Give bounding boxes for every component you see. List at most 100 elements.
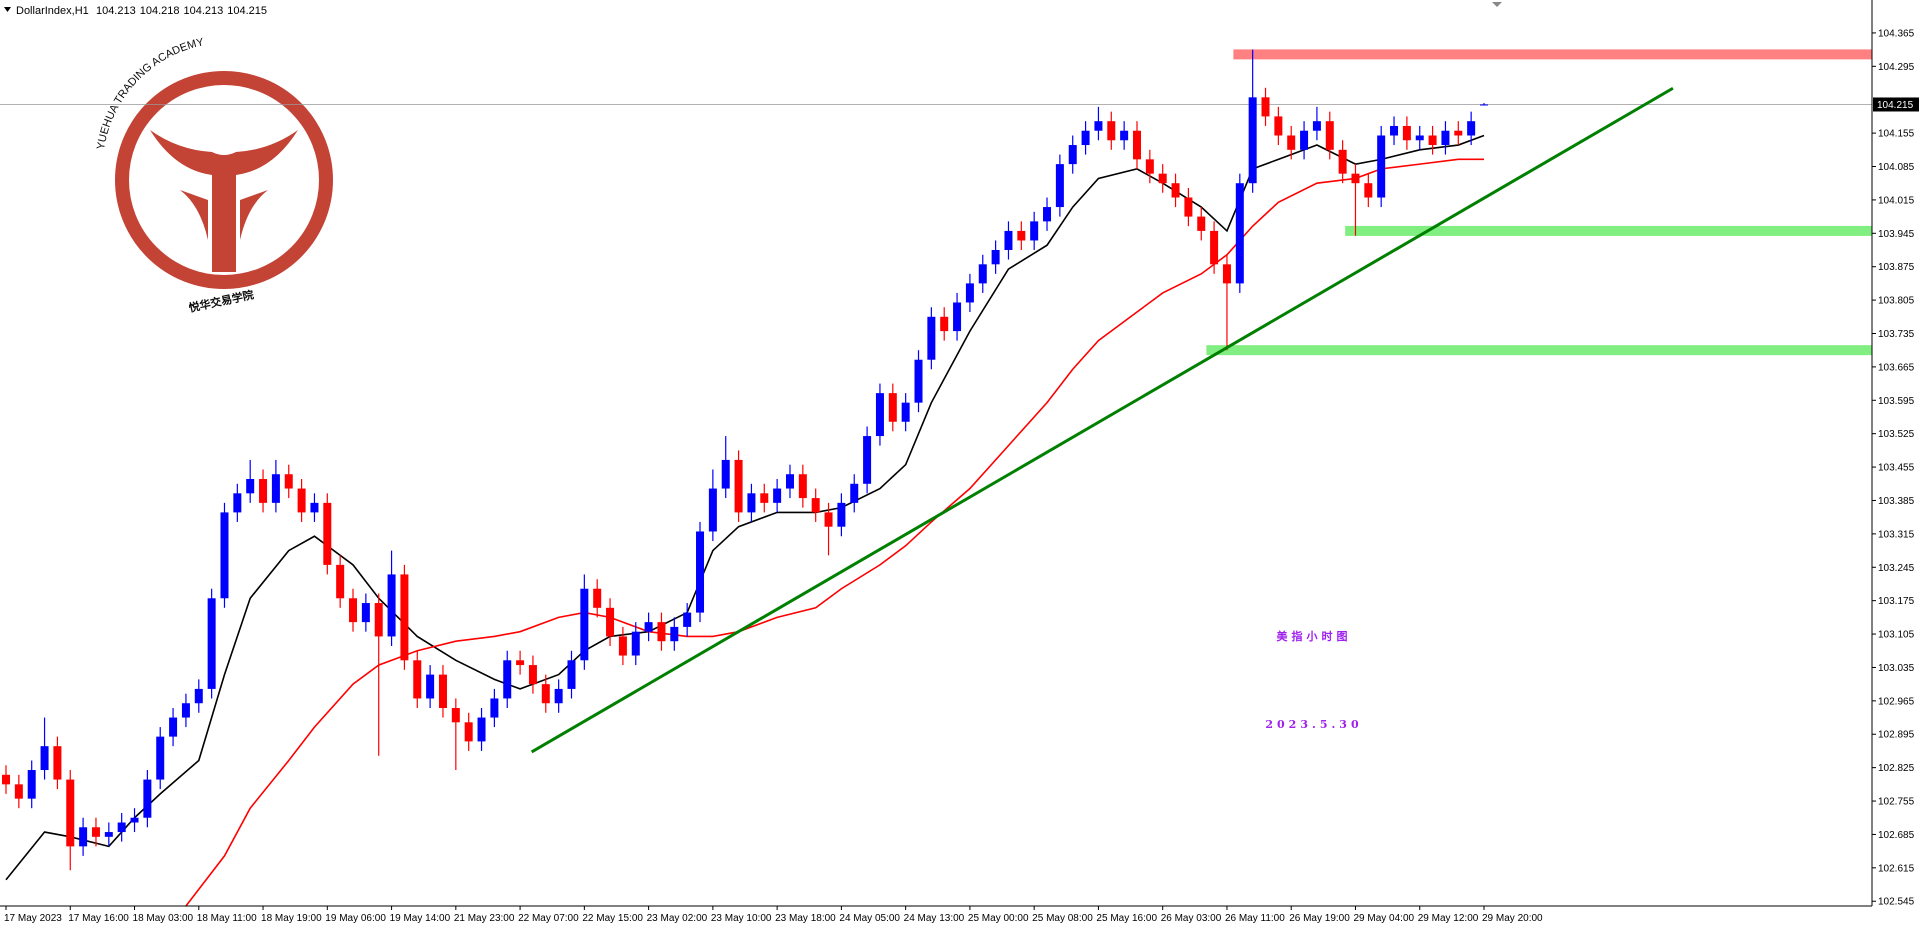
logo-mark [180,190,268,240]
candle-body [426,674,435,699]
candle-body [1441,130,1450,146]
candle-body [53,746,62,780]
candle-body [567,660,576,689]
candle-body [708,488,717,532]
candle-body [773,488,782,503]
x-tick-label: 25 May 16:00 [1096,913,1157,924]
y-tick-label: 104.295 [1878,62,1915,73]
candle-body [1338,149,1347,174]
close-value: 104.215 [227,5,267,17]
symbol: DollarIndex,H1 [16,5,89,17]
candle-body [1132,130,1141,160]
x-tick-label: 18 May 03:00 [133,913,194,924]
candle-body [593,588,602,608]
x-tick-label: 17 May 16:00 [68,913,129,924]
candle-body [349,598,358,623]
candle-body [336,564,345,599]
candle-body [1312,121,1321,131]
y-tick-label: 102.685 [1878,830,1915,841]
candle-body [503,660,512,699]
candle-body [361,603,370,623]
candle-body [721,459,730,489]
menu-arrow[interactable] [4,7,11,12]
candle-body [1145,159,1154,174]
candle-body [387,574,396,637]
level-zone [1345,225,1872,236]
candle-body [1120,130,1129,141]
candle-body [297,488,306,513]
candle-body [978,264,987,284]
candle-body [143,779,152,818]
candle-body [1094,121,1103,131]
candle-body [271,474,280,503]
moving-average [5,134,1485,881]
candle-body [374,603,383,637]
candle-body [207,598,216,689]
candle-body [220,512,229,599]
y-tick-label: 104.085 [1878,162,1915,173]
price-label: 104.215 [1877,100,1914,111]
candle-body [1261,97,1270,117]
x-tick-label: 18 May 19:00 [261,913,322,924]
annotation: 2023.5.30 [1265,718,1362,731]
x-tick-label: 22 May 15:00 [582,913,643,924]
x-tick-label: 26 May 11:00 [1225,913,1285,924]
candle-body [940,316,949,332]
y-tick-label: 104.015 [1878,195,1915,206]
candle-body [1377,135,1386,198]
candle-body [130,817,139,823]
candle-body [1274,116,1283,136]
candle-body [66,779,75,847]
header: DollarIndex,H1 104.213 104.218 104.213 104.2… [16,5,267,17]
candle-body [27,770,36,799]
candle-body [734,459,743,513]
y-tick-label: 103.315 [1878,529,1915,540]
x-tick-label: 24 May 05:00 [839,913,900,924]
candle-body [991,249,1000,265]
candle-body [14,784,23,799]
candle-body [246,479,255,494]
x-tick-label: 25 May 08:00 [1032,913,1093,924]
candle-body [1171,183,1180,198]
candle-body [747,493,756,513]
x-tick-label: 25 May 00:00 [968,913,1029,924]
candle-body [1364,183,1373,198]
candle-body [91,827,100,837]
candle-body [1068,145,1077,165]
candle-body [953,302,962,332]
candle-body [323,502,332,565]
candle-body [156,736,165,780]
candle-body [798,474,807,499]
logo-ring [115,71,333,289]
level-zone [1233,49,1872,60]
candle-body [1017,230,1026,241]
candle-body [683,612,692,627]
y-tick-label: 102.825 [1878,763,1915,774]
candle-body [541,684,550,704]
candle-body [824,512,833,527]
x-tick-label: 22 May 07:00 [518,913,579,924]
x-tick-label: 23 May 02:00 [647,913,708,924]
candle-body [1390,125,1399,136]
candle-body [554,688,563,704]
candle-body [1004,230,1013,250]
candle-body [811,498,820,513]
candle-body [79,827,88,847]
candle-body [413,660,422,699]
x-tick-label: 19 May 14:00 [390,913,451,924]
candle-body [670,626,679,642]
y-tick-label: 103.245 [1878,563,1915,574]
candle-body [927,316,936,360]
candle-body [1043,207,1052,222]
y-tick-label: 102.545 [1878,897,1915,908]
candle-body [875,393,884,437]
high-value: 104.218 [140,5,180,17]
candle-body [438,674,447,709]
candle-body [1248,97,1257,184]
y-tick-label: 103.455 [1878,463,1915,474]
candle-body [233,493,242,513]
candle-body [580,588,589,661]
x-tick-label: 21 May 23:00 [454,913,515,924]
candle-body [1030,221,1039,241]
